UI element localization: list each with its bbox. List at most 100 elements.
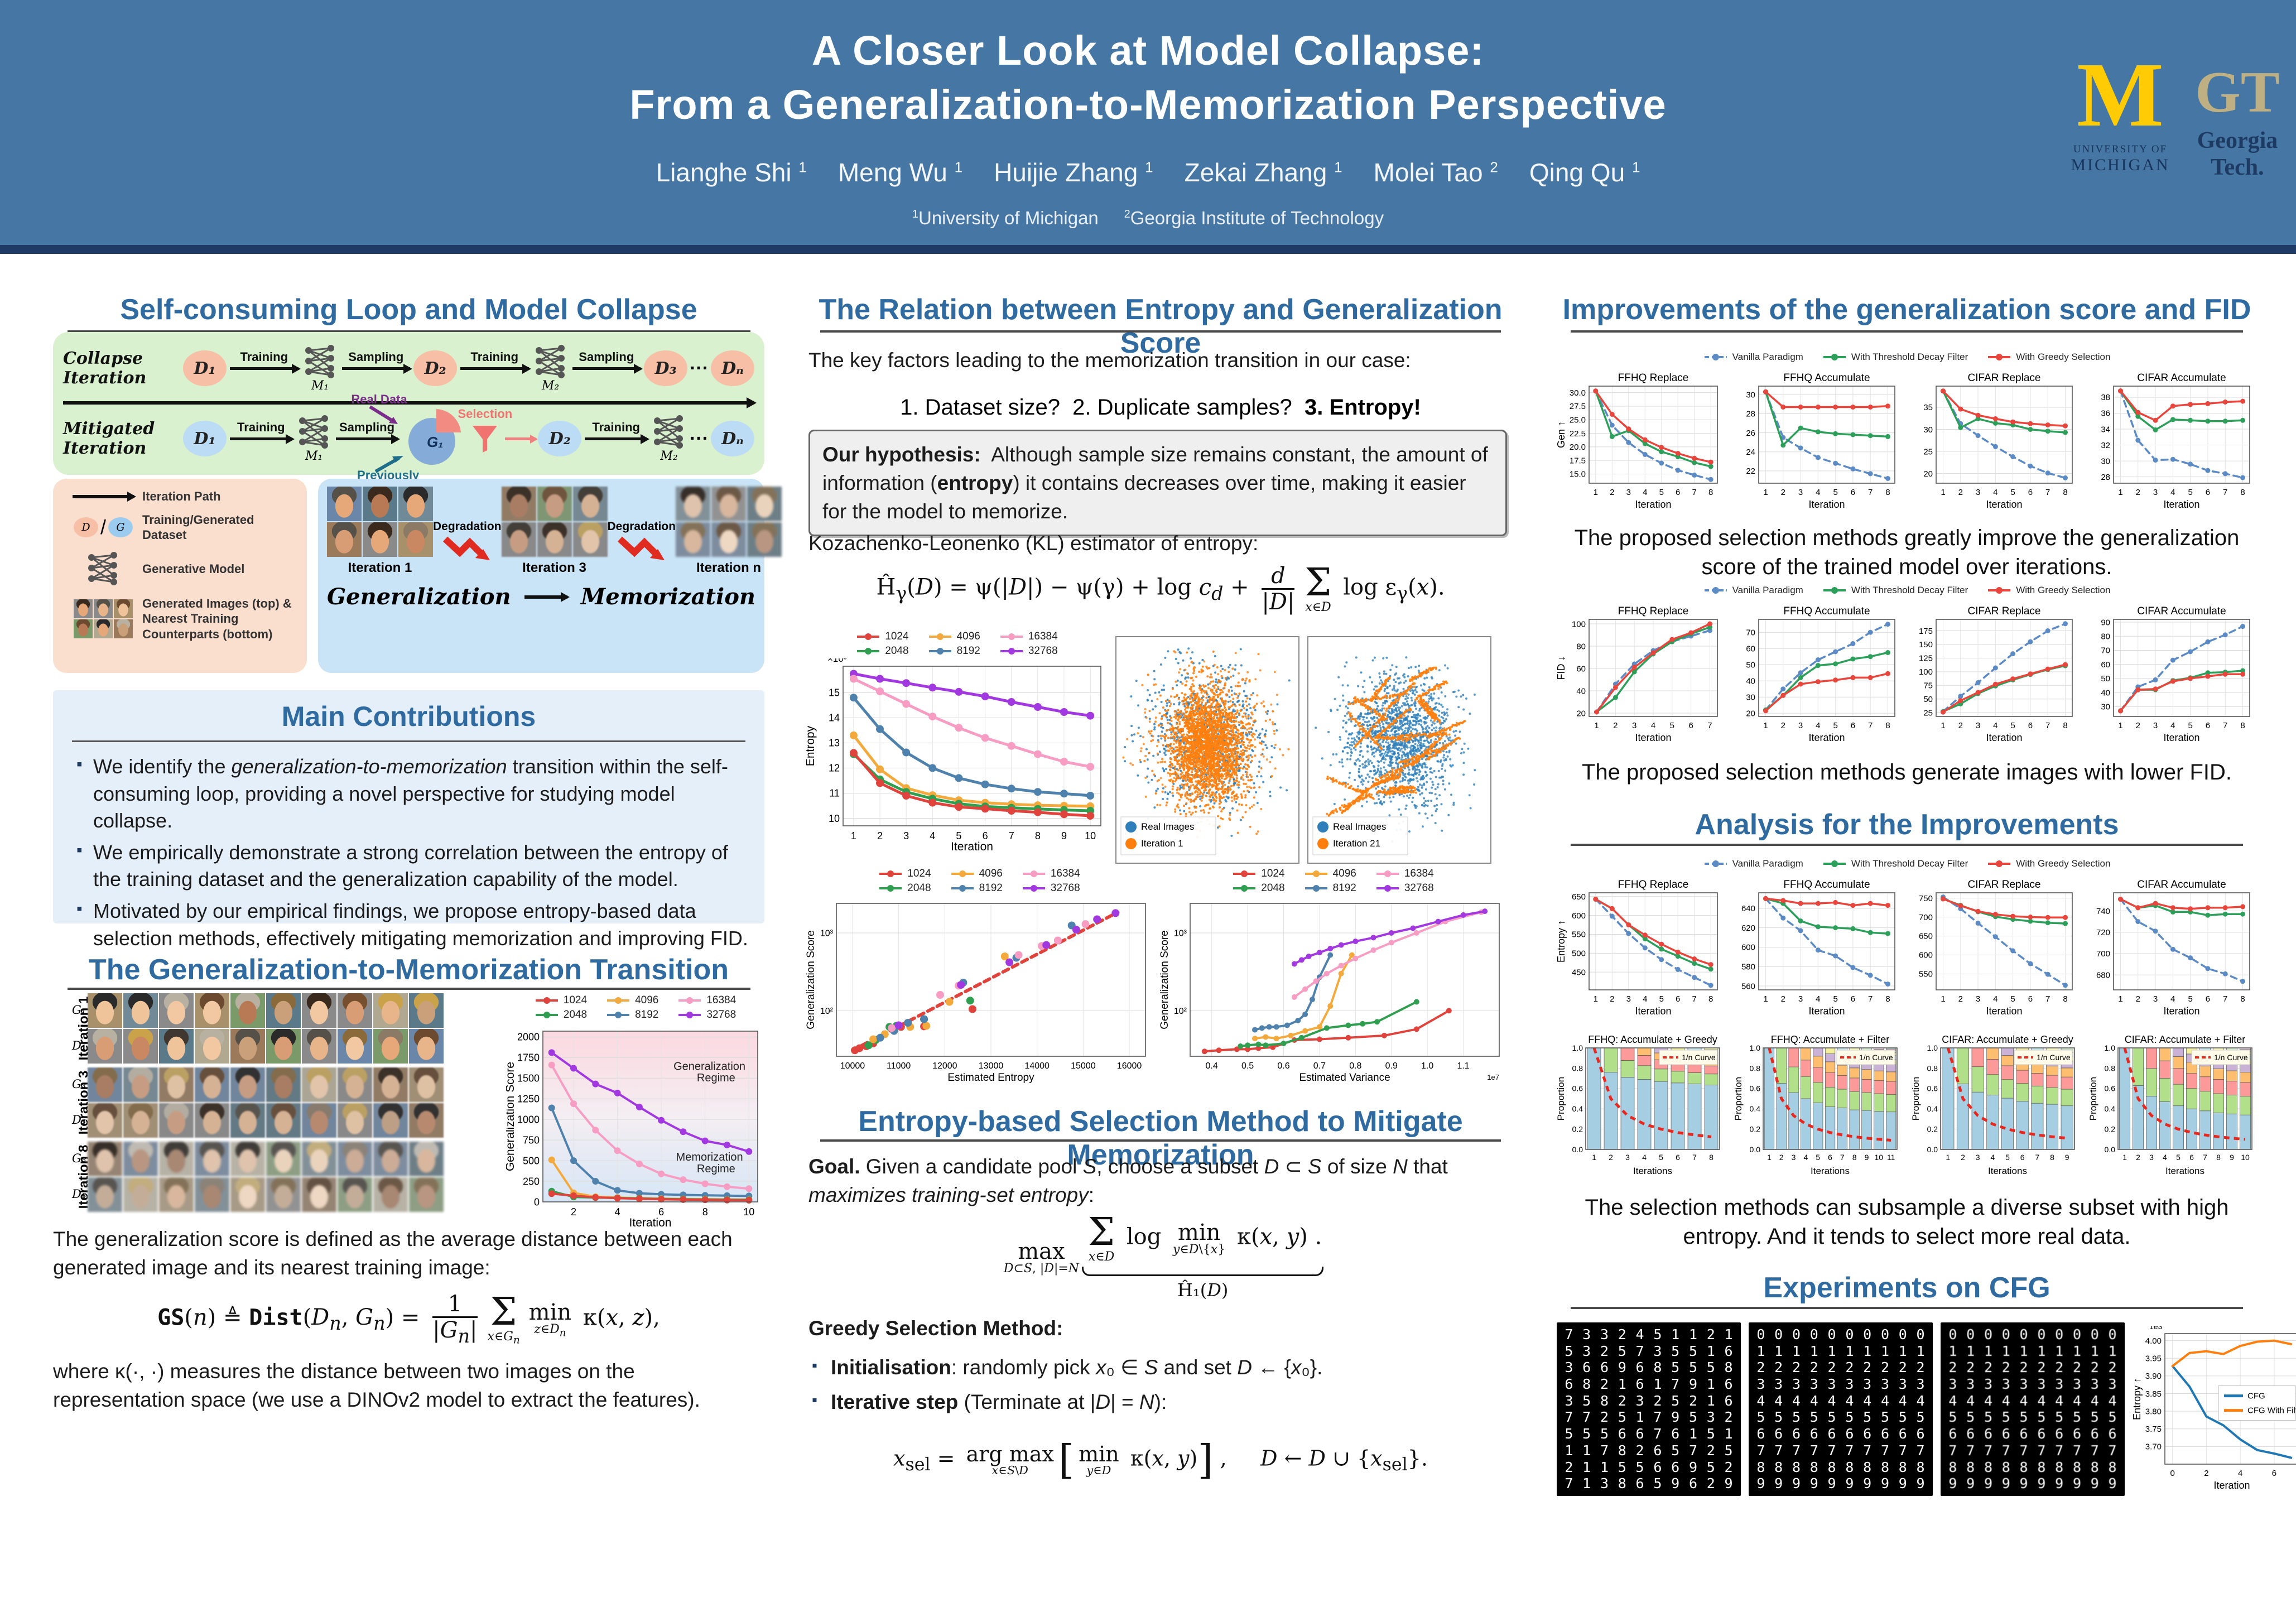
digit-glyph: 9 bbox=[2072, 1475, 2082, 1492]
legend-item: With Threshold Decay Filter bbox=[1822, 585, 1968, 596]
digit-glyph: 3 bbox=[1756, 1376, 1765, 1393]
face-image bbox=[338, 1177, 372, 1212]
digit-glyph: 9 bbox=[1724, 1475, 1733, 1492]
digit-glyph: 1 bbox=[1774, 1343, 1783, 1359]
digit-glyph: 2 bbox=[1827, 1359, 1836, 1376]
digit-glyph: 5 bbox=[1880, 1409, 1890, 1426]
gatech-gt-icon: GT bbox=[2195, 59, 2280, 124]
dataset-dn: Dₙ bbox=[711, 350, 755, 386]
face-image bbox=[123, 1067, 158, 1102]
legend-item: 2048 bbox=[1232, 882, 1285, 894]
legend-item: With Threshold Decay Filter bbox=[1822, 858, 1968, 869]
collapse-label: Collapse Iteration bbox=[63, 349, 147, 388]
face-image bbox=[338, 1029, 372, 1064]
legend-item: 4096 bbox=[950, 868, 1003, 880]
digit-glyph: 9 bbox=[1618, 1359, 1626, 1376]
digit-glyph: 1 bbox=[1706, 1343, 1715, 1359]
digit-glyph: 0 bbox=[1916, 1326, 1925, 1343]
network-icon bbox=[85, 551, 122, 588]
legend-label: 32768 bbox=[706, 1009, 737, 1021]
digit-glyph: 9 bbox=[1688, 1376, 1698, 1393]
legend-label: 16384 bbox=[1404, 868, 1434, 879]
face-image bbox=[302, 1029, 336, 1064]
author: Zekai Zhang 1 bbox=[1184, 158, 1342, 187]
svg-text:11: 11 bbox=[829, 788, 840, 799]
contribution-bullet: Motivated by our empirical findings, we … bbox=[76, 898, 749, 952]
digit-glyph: 5 bbox=[1653, 1326, 1662, 1343]
face-image bbox=[327, 522, 362, 557]
digit-glyph: 5 bbox=[1966, 1409, 1975, 1426]
legend-label: 1024 bbox=[885, 631, 909, 642]
face-image bbox=[409, 1067, 444, 1102]
factors-line: 1. Dataset size? 2. Duplicate samples? 3… bbox=[900, 395, 1421, 420]
gatech-logo: GT Georgia Tech. bbox=[2190, 61, 2285, 181]
face-image bbox=[195, 1067, 229, 1102]
digit-glyph: 8 bbox=[1792, 1459, 1801, 1475]
digit-glyph: 3 bbox=[2090, 1376, 2099, 1393]
svg-text:500: 500 bbox=[523, 1155, 540, 1166]
digit-glyph: 4 bbox=[2090, 1392, 2099, 1409]
real-data-arrow bbox=[369, 405, 398, 424]
legend-item: Vanilla Paradigm bbox=[1703, 858, 1803, 869]
sampling-arrow: Sampling bbox=[335, 420, 401, 444]
svg-text:Entropy: Entropy bbox=[806, 725, 817, 766]
legend-item: With Greedy Selection bbox=[1987, 858, 2110, 869]
digit-glyph: 8 bbox=[2072, 1459, 2082, 1475]
legend-generated-images: Generated Images (top) & Nearest Trainin… bbox=[142, 596, 292, 641]
digit-glyph: 5 bbox=[1756, 1409, 1765, 1426]
training-arrow: Training bbox=[230, 420, 295, 444]
digit-glyph: 9 bbox=[2090, 1475, 2099, 1492]
digit-glyph: 8 bbox=[1756, 1459, 1765, 1475]
digit-glyph: 5 bbox=[1582, 1426, 1591, 1442]
generalization-label: Generalization bbox=[327, 584, 511, 610]
digit-glyph: 2 bbox=[1724, 1409, 1733, 1426]
face-image bbox=[537, 522, 572, 557]
chart-fid-ffhq-replace: 20 40 60 80 100 1 2 3 4 5 6 7 FFHQ Replace Iteration F… bbox=[1556, 603, 1724, 748]
digit-glyph: 8 bbox=[2090, 1459, 2099, 1475]
digit-glyph: 2 bbox=[1898, 1359, 1907, 1376]
digit-glyph: 2 bbox=[2108, 1359, 2117, 1376]
digit-glyph: 6 bbox=[1653, 1459, 1662, 1475]
legend-item: 8192 bbox=[1304, 882, 1356, 894]
face-image bbox=[195, 1029, 229, 1064]
real-data-label: Real Data bbox=[351, 392, 407, 406]
svg-text:6: 6 bbox=[983, 830, 988, 841]
digit-glyph: 9 bbox=[1671, 1409, 1680, 1426]
digit-glyph: 3 bbox=[1706, 1409, 1715, 1426]
poster-title-line1: A Closer Look at Model Collapse: bbox=[811, 27, 1485, 74]
svg-text:10: 10 bbox=[829, 813, 840, 824]
svg-text:1750: 1750 bbox=[517, 1052, 540, 1064]
digit-glyph: 6 bbox=[1792, 1426, 1801, 1442]
digit-glyph: 9 bbox=[1880, 1475, 1890, 1492]
face-image bbox=[159, 1067, 194, 1102]
digit-glyph: 7 bbox=[1898, 1442, 1907, 1459]
svg-text:10: 10 bbox=[743, 1206, 754, 1218]
umich-line1: UNIVERSITY OF bbox=[2073, 143, 2168, 155]
digit-glyph: 6 bbox=[1724, 1343, 1733, 1359]
svg-text:Real Images: Real Images bbox=[1141, 821, 1194, 832]
legend-face-grid bbox=[74, 599, 133, 638]
digit-glyph: 7 bbox=[1880, 1442, 1890, 1459]
digit-glyph: 3 bbox=[1774, 1376, 1783, 1393]
dataset-d2: D₂ bbox=[538, 421, 582, 456]
digit-glyph: 9 bbox=[1863, 1475, 1872, 1492]
digit-glyph: 4 bbox=[2072, 1392, 2082, 1409]
svg-text:Regime: Regime bbox=[697, 1072, 735, 1084]
degradation-arrow: Degradation bbox=[433, 520, 502, 562]
digit-glyph: 3 bbox=[1565, 1392, 1573, 1409]
digit-glyph: 5 bbox=[1671, 1343, 1680, 1359]
digit-glyph: 9 bbox=[1809, 1475, 1818, 1492]
digit-glyph: 2 bbox=[1966, 1359, 1975, 1376]
legend-item: With Threshold Decay Filter bbox=[1822, 352, 1968, 363]
face-image bbox=[266, 1103, 301, 1138]
mitigated-iteration-row: Mitigated Iteration D₁ Training M₁ Sampl… bbox=[63, 392, 754, 497]
entropy-charts-row: 1024 4096 16384 2048 8192 32768 10 11 12 13… bbox=[804, 631, 1491, 867]
header: A Closer Look at Model Collapse: From a … bbox=[0, 0, 2296, 254]
selection-arrow bbox=[505, 434, 538, 444]
contribution-bullets: We identify the generalization-to-memori… bbox=[69, 753, 749, 952]
legend-item: 1024 bbox=[878, 868, 931, 880]
digit-glyph: 7 bbox=[1688, 1442, 1698, 1459]
face-image bbox=[409, 1142, 444, 1176]
